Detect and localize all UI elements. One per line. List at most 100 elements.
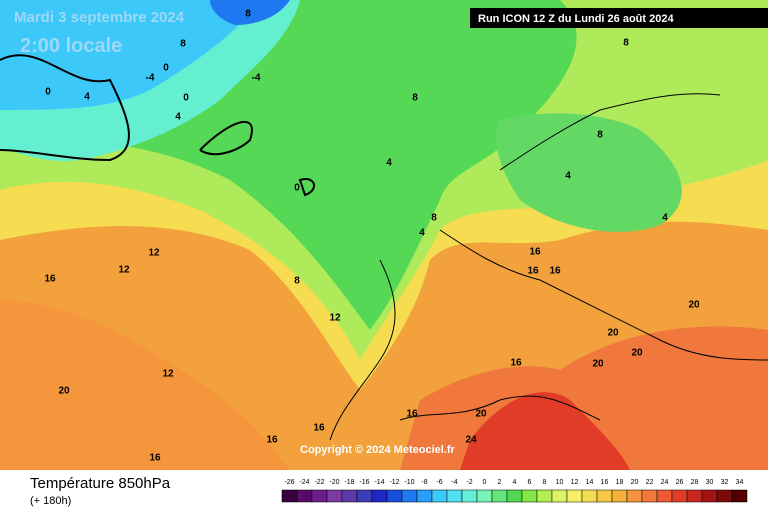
contour-label: 20 (688, 300, 700, 311)
contour-label: 0 (45, 87, 51, 98)
legend-tick-label: -12 (389, 479, 399, 486)
contour-label: 20 (631, 348, 643, 359)
contour-label: 24 (465, 435, 477, 446)
legend-swatch (731, 489, 748, 503)
contour-label: 0 (163, 63, 169, 74)
legend-swatch (521, 489, 538, 503)
contour-label: 12 (162, 369, 174, 380)
contour-label: 4 (386, 158, 392, 169)
legend-swatch (341, 489, 358, 503)
contour-label: 8 (245, 9, 251, 20)
temp-zone-blue (0, 0, 260, 110)
legend-swatch (371, 489, 388, 503)
legend-swatch (641, 489, 658, 503)
temp-zone-red (460, 392, 630, 470)
contour-label: 20 (607, 328, 619, 339)
legend-tick-label: 28 (691, 479, 699, 486)
legend-swatch (611, 489, 628, 503)
legend-swatch (461, 489, 478, 503)
legend-tick-label: 16 (601, 479, 609, 486)
legend-swatch (536, 489, 553, 503)
legend-tick-label: -8 (421, 479, 427, 486)
legend-swatch (566, 489, 583, 503)
footer-lead: (+ 180h) (30, 495, 71, 507)
legend-swatch (326, 489, 343, 503)
contour-label: 4 (84, 92, 90, 103)
legend-swatch (356, 489, 373, 503)
contour-label: 16 (510, 358, 522, 369)
legend-tick-label: -24 (299, 479, 309, 486)
legend-tick-label: 8 (543, 479, 547, 486)
contour-label: 16 (149, 453, 161, 464)
contour-label: 12 (329, 313, 341, 324)
legend-tick-label: 24 (661, 479, 669, 486)
contour-label: 12 (118, 265, 130, 276)
contour-label: 4 (662, 213, 668, 224)
legend-tick-label: -4 (451, 479, 457, 486)
contour-label: 16 (44, 274, 56, 285)
legend-tick-label: 34 (736, 479, 744, 486)
border-line (329, 93, 768, 441)
run-banner (470, 8, 768, 28)
legend-swatch (416, 489, 433, 503)
legend-swatch (656, 489, 673, 503)
legend-tick-label: -22 (314, 479, 324, 486)
legend-swatch (311, 489, 328, 503)
legend-swatch (446, 489, 463, 503)
contour-label: 0 (294, 183, 300, 194)
run-label: Run ICON 12 Z du Lundi 26 août 2024 (478, 13, 674, 25)
contour-label: -4 (146, 73, 155, 84)
contour-label: -4 (252, 73, 261, 84)
legend-tick-label: 18 (616, 479, 624, 486)
legend-swatch (581, 489, 598, 503)
legend-tick-label: 2 (498, 479, 502, 486)
legend-tick-label: 22 (646, 479, 654, 486)
legend-swatch (551, 489, 568, 503)
footer-title: Température 850hPa (30, 475, 171, 492)
legend-tick-label: -14 (374, 479, 384, 486)
legend-swatch (716, 489, 733, 503)
coastline (0, 54, 315, 197)
legend-tick-label: 6 (528, 479, 532, 486)
contour-label: 8 (431, 213, 437, 224)
contour-label: 4 (419, 228, 425, 239)
contour-label: 4 (565, 171, 571, 182)
legend-tick-label: -26 (284, 479, 294, 486)
legend-tick-label: -10 (404, 479, 414, 486)
legend-swatch (431, 489, 448, 503)
temp-zone-darkblue (210, 0, 290, 25)
legend-swatch (626, 489, 643, 503)
contour-label: 16 (406, 409, 418, 420)
legend-tick-label: 10 (556, 479, 564, 486)
contour-label: 20 (58, 386, 70, 397)
legend-tick-label: 12 (571, 479, 579, 486)
legend-swatch (386, 489, 403, 503)
legend-tick-label: 0 (483, 479, 487, 486)
contour-label: 16 (313, 423, 325, 434)
legend-tick-label: -6 (436, 479, 442, 486)
legend-tick-label: -16 (359, 479, 369, 486)
legend-swatch (686, 489, 703, 503)
legend-swatch (401, 489, 418, 503)
contour-label: 20 (592, 359, 604, 370)
legend-tick-label: 14 (586, 479, 594, 486)
date-label: Mardi 3 septembre 2024 (14, 9, 185, 26)
legend-tick-label: 26 (676, 479, 684, 486)
legend-tick-label: 20 (631, 479, 639, 486)
contour-label: 8 (597, 130, 603, 141)
contour-label: 0 (183, 93, 189, 104)
color-legend: -26 -24 -22 -20 -18 -16 -14 -12 -10 -8 -6 -4 -2 0 2 4 6 8… (281, 479, 748, 503)
legend-swatch (491, 489, 508, 503)
legend-swatch (296, 489, 313, 503)
legend-swatch (506, 489, 523, 503)
legend-tick-label: 4 (513, 479, 517, 486)
legend-swatch (476, 489, 493, 503)
copyright: Copyright © 2024 Meteociel.fr (300, 444, 456, 456)
contour-label: 20 (475, 409, 487, 420)
contour-label: 16 (266, 435, 278, 446)
temp-zone-orange (0, 300, 290, 470)
contour-label: 8 (623, 38, 629, 49)
legend-swatch (596, 489, 613, 503)
